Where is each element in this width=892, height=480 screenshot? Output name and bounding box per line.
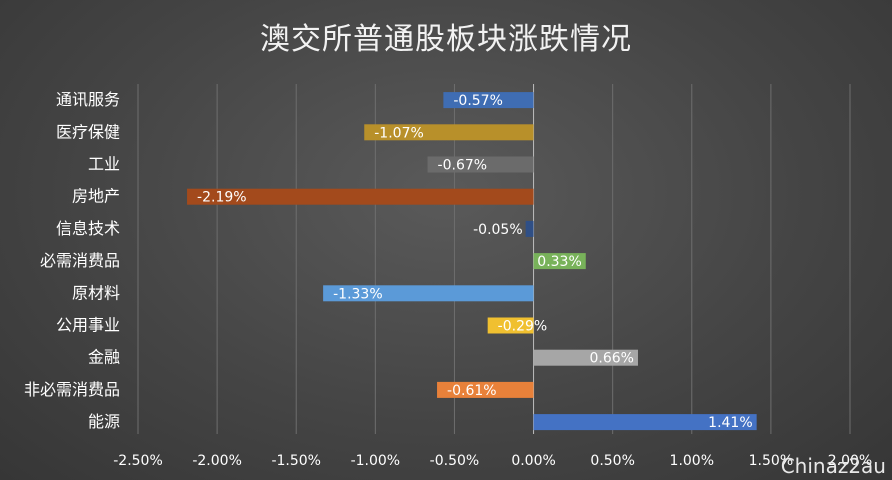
category-label: 金融: [88, 348, 120, 367]
x-tick-label: -2.00%: [192, 453, 242, 469]
category-label: 工业: [88, 155, 120, 174]
x-tick-label: -2.50%: [113, 453, 163, 469]
bar-7: [487, 317, 534, 334]
x-tick-label: -0.50%: [430, 453, 480, 469]
category-label: 原材料: [72, 283, 120, 302]
bar-9: [437, 381, 534, 398]
bar-5: [533, 253, 586, 270]
category-label: 房地产: [72, 187, 120, 206]
chart-title: 澳交所普通股板块涨跌情况: [260, 22, 632, 57]
watermark-text: Chinaz2au: [780, 454, 886, 478]
bar-1: [364, 124, 534, 141]
category-label: 医疗保健: [56, 122, 120, 141]
data-label: 0.66%: [589, 351, 633, 367]
data-label: -0.05%: [473, 222, 523, 238]
data-label: -1.33%: [333, 286, 383, 302]
x-tick-label: -1.00%: [351, 453, 401, 469]
bar-0: [443, 92, 534, 109]
category-label: 信息技术: [56, 219, 120, 238]
bar-4: [525, 220, 534, 237]
x-tick-label: 1.50%: [749, 453, 793, 469]
data-label: 1.41%: [708, 415, 752, 431]
category-label: 非必需消费品: [24, 380, 120, 399]
data-label: 0.33%: [537, 254, 581, 270]
bar-6: [323, 285, 534, 302]
x-tick-label: 1.00%: [670, 453, 714, 469]
data-labels: -0.57% -1.07% -0.67% -2.19% -0.05% 0.33% -1.33…: [197, 93, 753, 431]
data-label: -0.29%: [498, 319, 548, 335]
data-label: -2.19%: [197, 190, 247, 206]
x-tick-label: 0.50%: [590, 453, 634, 469]
data-label: -1.07%: [374, 125, 424, 141]
category-label: 必需消费品: [40, 251, 120, 270]
x-tick-labels: -2.50% -2.00% -1.50% -1.00% -0.50% 0.00% 0.50%…: [113, 453, 872, 469]
x-tick-label: 0.00%: [511, 453, 555, 469]
bars: [187, 92, 757, 431]
bar-10: [533, 414, 757, 431]
category-label: 公用事业: [56, 316, 120, 335]
x-tick-label: -1.50%: [271, 453, 321, 469]
data-label: -0.57%: [453, 93, 503, 109]
x-tick-label: 2.00%: [828, 453, 872, 469]
bar-8: [533, 349, 638, 366]
category-label: 能源: [88, 412, 120, 431]
bar-3: [187, 188, 534, 205]
data-label: -0.61%: [447, 383, 497, 399]
category-label: 通讯服务: [56, 90, 120, 109]
data-label: -0.67%: [438, 158, 488, 174]
bar-2: [427, 156, 534, 173]
